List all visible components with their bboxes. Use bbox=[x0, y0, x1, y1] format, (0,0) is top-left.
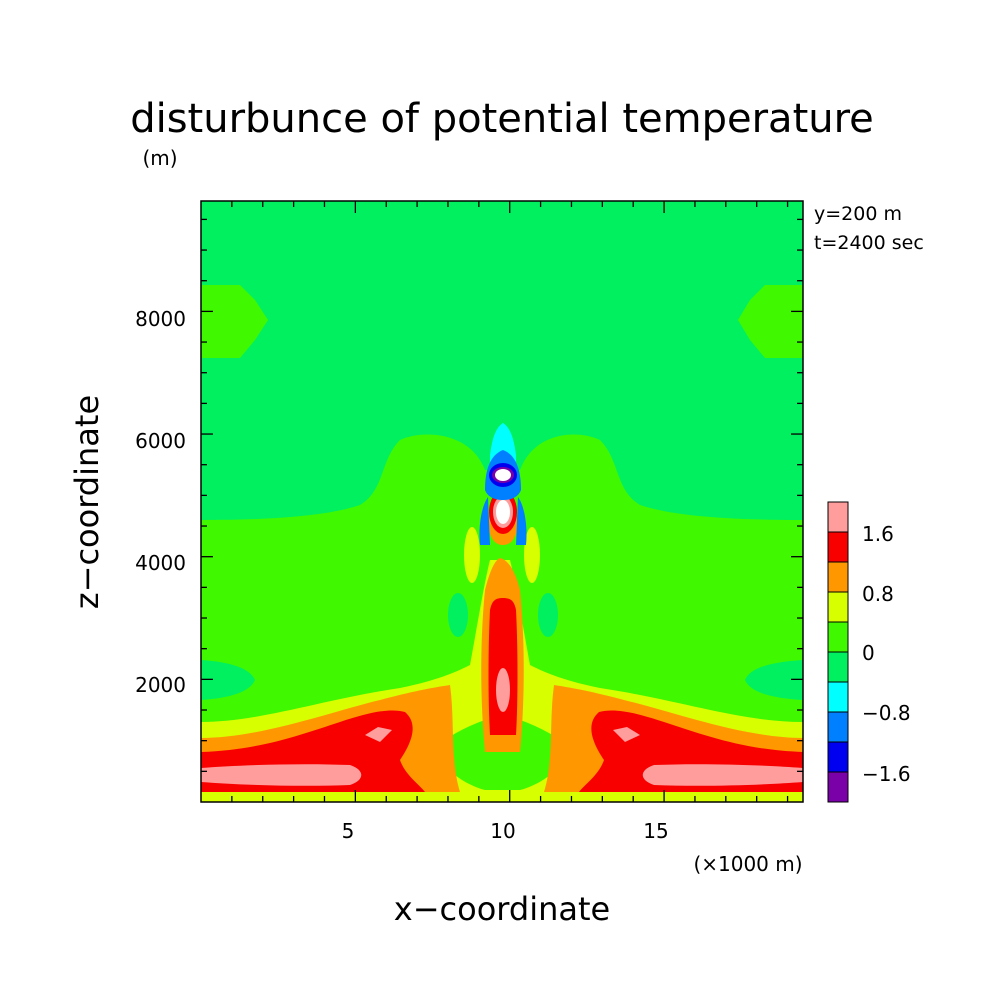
contour-region bbox=[496, 500, 510, 524]
contour-region bbox=[495, 469, 511, 481]
contour-region bbox=[516, 497, 527, 545]
colorbar-label: 1.6 bbox=[862, 522, 894, 546]
x-axis-label: x−coordinate bbox=[394, 890, 610, 928]
colorbar-label: 0.8 bbox=[862, 582, 894, 606]
colorbar-swatch bbox=[827, 771, 849, 803]
x-tick-label: 15 bbox=[643, 819, 668, 843]
colorbar-swatch bbox=[827, 561, 849, 593]
colorbar-label: 0 bbox=[862, 641, 875, 665]
plot-area bbox=[200, 200, 804, 803]
contour-region bbox=[479, 497, 490, 545]
contour-region bbox=[488, 598, 518, 735]
y-axis-label: z−coordinate bbox=[68, 395, 106, 609]
x-unit-label: (×1000 m) bbox=[693, 852, 802, 876]
colorbar-swatch bbox=[827, 621, 849, 653]
contour-region bbox=[201, 285, 268, 358]
chart-title: disturbunce of potential temperature bbox=[130, 96, 874, 142]
y-unit-label: (m) bbox=[142, 146, 177, 170]
colorbar bbox=[827, 501, 849, 803]
contour-region bbox=[524, 527, 540, 583]
x-tick-label: 10 bbox=[490, 819, 515, 843]
contour-region bbox=[448, 593, 468, 637]
colorbar-swatch bbox=[827, 681, 849, 713]
contour-region bbox=[201, 764, 362, 786]
colorbar-swatch bbox=[827, 501, 849, 533]
annotation-t: t=2400 sec bbox=[814, 232, 924, 254]
contour-region bbox=[642, 764, 803, 786]
colorbar-swatch bbox=[827, 531, 849, 563]
colorbar-swatch bbox=[827, 651, 849, 683]
annotation-y: y=200 m bbox=[814, 203, 902, 225]
colorbar-swatch bbox=[827, 711, 849, 743]
contour-region bbox=[464, 527, 480, 583]
contour-region bbox=[496, 668, 510, 712]
contour-region bbox=[538, 593, 558, 637]
colorbar-swatch bbox=[827, 741, 849, 773]
y-tick-label: 6000 bbox=[135, 429, 186, 453]
contour-region bbox=[613, 727, 640, 742]
colorbar-label: −0.8 bbox=[862, 701, 911, 725]
colorbar-swatch bbox=[827, 591, 849, 623]
contour-region bbox=[430, 720, 575, 790]
contour-region bbox=[738, 285, 803, 358]
y-tick-label: 4000 bbox=[135, 551, 186, 575]
contour-region bbox=[365, 727, 392, 742]
y-axis bbox=[201, 218, 803, 772]
x-tick-label: 5 bbox=[342, 819, 355, 843]
x-axis bbox=[231, 201, 789, 802]
colorbar-label: −1.6 bbox=[862, 762, 911, 786]
y-tick-label: 8000 bbox=[135, 307, 186, 331]
y-tick-label: 2000 bbox=[135, 673, 186, 697]
plot-frame bbox=[200, 200, 804, 803]
